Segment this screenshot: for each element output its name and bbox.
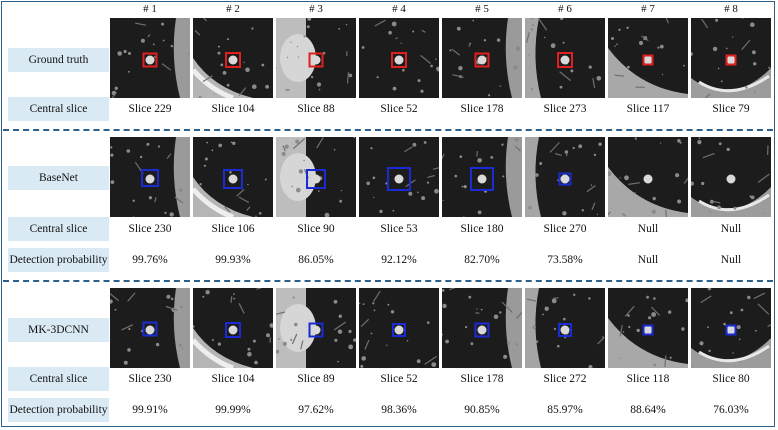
detection-probability-value: 98.36% <box>381 404 417 416</box>
central-slice-label: Central slice <box>8 367 109 391</box>
detection-probability-value: Null <box>720 254 742 266</box>
ct-thumbnail <box>359 137 439 217</box>
central-slice-value: Slice 117 <box>626 103 670 115</box>
central-slice-value: Null <box>637 223 659 235</box>
detection-probability-value: 99.76% <box>132 254 168 266</box>
central-slice-value: Slice 88 <box>297 103 335 115</box>
ct-thumbnail <box>608 18 688 98</box>
detection-probability-value: 99.91% <box>132 404 168 416</box>
central-slice-value: Slice 229 <box>128 103 172 115</box>
central-slice-value: Slice 230 <box>128 223 172 235</box>
central-slice-value: Slice 273 <box>543 103 587 115</box>
ct-thumbnail <box>110 137 190 217</box>
central-slice-value: Slice 52 <box>380 103 418 115</box>
detection-probability-value: 73.58% <box>547 254 583 266</box>
detection-probability-value: 85.97% <box>547 404 583 416</box>
ct-thumbnail <box>359 18 439 98</box>
central-slice-value: Null <box>720 223 742 235</box>
central-slice-value: Slice 178 <box>460 103 504 115</box>
central-slice-value: Slice 80 <box>712 373 750 385</box>
central-slice-value: Slice 106 <box>211 223 255 235</box>
central-slice-value: Slice 118 <box>626 373 670 385</box>
central-slice-value: Slice 178 <box>460 373 504 385</box>
ct-thumbnail <box>442 18 522 98</box>
ct-thumbnail <box>525 137 605 217</box>
detection-probability-label: Detection probability <box>8 398 109 422</box>
detection-probability-value: 99.99% <box>215 404 251 416</box>
method-label-mk-3dcnn: MK-3DCNN <box>8 318 109 342</box>
ct-thumbnail <box>193 18 273 98</box>
column-header: # 7 <box>641 3 655 15</box>
central-slice-value: Slice 89 <box>297 373 335 385</box>
ct-thumbnail <box>193 288 273 368</box>
ct-thumbnail <box>608 288 688 368</box>
ct-thumbnail <box>691 137 771 217</box>
central-slice-value: Slice 104 <box>211 373 255 385</box>
detection-probability-value: 86.05% <box>298 254 334 266</box>
ct-thumbnail <box>276 137 356 217</box>
section-divider <box>3 280 773 282</box>
ct-thumbnail <box>276 18 356 98</box>
central-slice-value: Slice 272 <box>543 373 587 385</box>
ct-thumbnail <box>608 137 688 217</box>
ct-thumbnail <box>110 288 190 368</box>
central-slice-value: Slice 90 <box>297 223 335 235</box>
column-header: # 2 <box>226 3 240 15</box>
column-header: # 6 <box>558 3 572 15</box>
column-header: # 4 <box>392 3 406 15</box>
column-header: # 5 <box>475 3 489 15</box>
central-slice-value: Slice 52 <box>380 373 418 385</box>
central-slice-value: Slice 53 <box>380 223 418 235</box>
ct-thumbnail <box>691 288 771 368</box>
section-divider <box>3 129 773 131</box>
method-label-ground-truth: Ground truth <box>8 48 109 72</box>
detection-probability-value: 82.70% <box>464 254 500 266</box>
central-slice-value: Slice 180 <box>460 223 504 235</box>
ct-thumbnail <box>691 18 771 98</box>
central-slice-label: Central slice <box>8 97 109 121</box>
ct-thumbnail <box>442 137 522 217</box>
method-label-basenet: BaseNet <box>8 166 109 190</box>
central-slice-label: Central slice <box>8 217 109 241</box>
ct-thumbnail <box>276 288 356 368</box>
central-slice-value: Slice 230 <box>128 373 172 385</box>
ct-thumbnail <box>525 18 605 98</box>
detection-probability-value: 90.85% <box>464 404 500 416</box>
detection-probability-value: 97.62% <box>298 404 334 416</box>
detection-probability-value: 76.03% <box>713 404 749 416</box>
column-header: # 1 <box>143 3 157 15</box>
column-header: # 8 <box>724 3 738 15</box>
detection-probability-value: 92.12% <box>381 254 417 266</box>
central-slice-value: Slice 104 <box>211 103 255 115</box>
ct-thumbnail <box>193 137 273 217</box>
central-slice-value: Slice 79 <box>712 103 750 115</box>
detection-probability-value: Null <box>637 254 659 266</box>
column-header: # 3 <box>309 3 323 15</box>
ct-thumbnail <box>525 288 605 368</box>
detection-probability-value: 88.64% <box>630 404 666 416</box>
ct-thumbnail <box>442 288 522 368</box>
detection-probability-value: 99.93% <box>215 254 251 266</box>
ct-thumbnail <box>110 18 190 98</box>
ct-thumbnail <box>359 288 439 368</box>
central-slice-value: Slice 270 <box>543 223 587 235</box>
detection-probability-label: Detection probability <box>8 248 109 272</box>
